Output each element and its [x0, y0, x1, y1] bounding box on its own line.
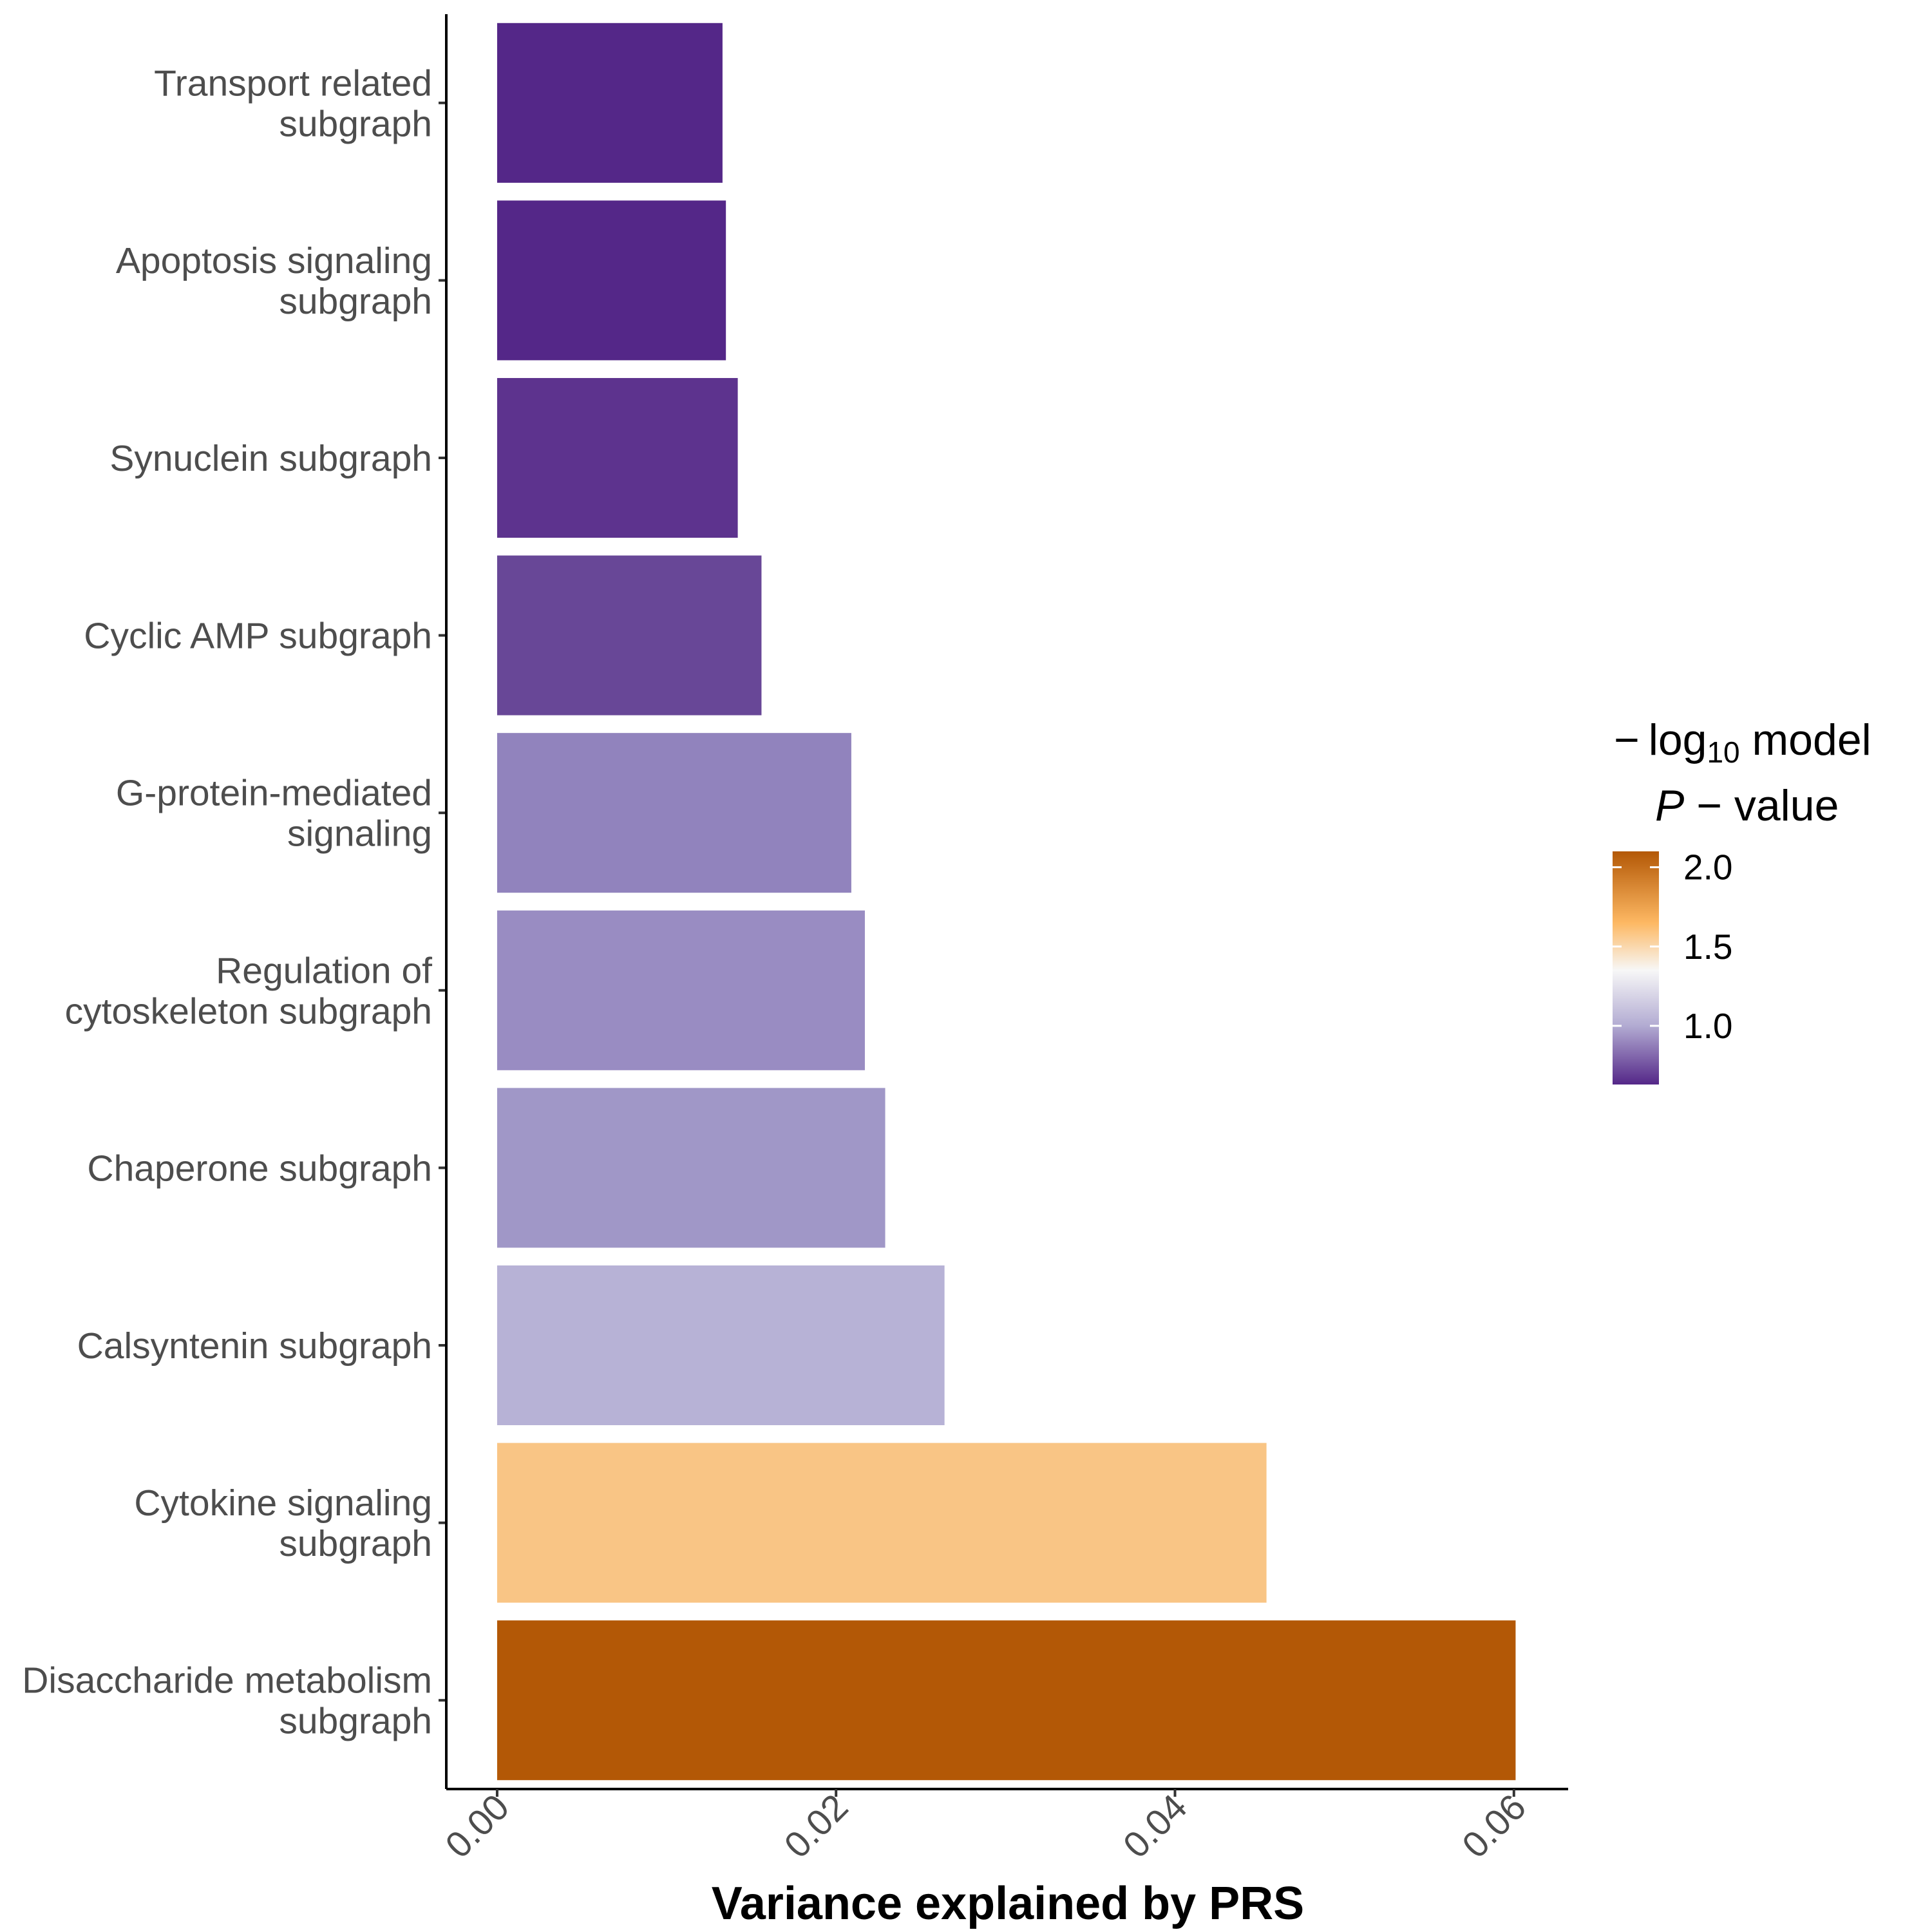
category-label: Synuclein subgraph [109, 438, 432, 479]
category-label: Regulation of cytoskeleton subgraph [65, 950, 433, 1032]
category-label: G-protein-mediated signaling [116, 773, 432, 855]
legend-ticks: 1.0 1.5 2.0 [1613, 848, 1732, 1046]
bar [497, 23, 723, 183]
bar [497, 910, 865, 1070]
category-label: Cytokine signaling subgraph [134, 1482, 432, 1564]
bars-group [497, 23, 1516, 1781]
y-axis: Transport related subgraph Apoptosis signa… [22, 14, 448, 1789]
x-axis-title: Variance explained by PRS [712, 1878, 1304, 1929]
bar [497, 200, 726, 361]
category-label: Disaccharide metabolism subgraph [22, 1660, 432, 1742]
legend-tick-label: 1.5 [1683, 927, 1732, 967]
bar [497, 1265, 945, 1426]
bar [497, 555, 762, 715]
legend: − log10 model P − value 1.0 1.5 2.0 [1613, 715, 1871, 1084]
category-label: Chaperone subgraph [87, 1148, 432, 1189]
legend-title-line-2: P − value [1655, 781, 1839, 830]
legend-tick-label: 1.0 [1683, 1006, 1732, 1046]
category-label: Cyclic AMP subgraph [84, 616, 432, 657]
category-label: Transport related subgraph [154, 62, 432, 144]
category-label: Apoptosis signaling subgraph [116, 240, 432, 322]
bar [497, 1088, 886, 1248]
legend-colorbar [1613, 851, 1659, 1084]
category-label: Calsyntenin subgraph [77, 1325, 432, 1367]
bar [497, 1443, 1267, 1603]
bar [497, 733, 851, 893]
bar [497, 377, 738, 538]
legend-title-line-1: − log10 model [1614, 715, 1871, 769]
bar [497, 1620, 1516, 1781]
legend-tick-label: 2.0 [1683, 848, 1732, 887]
